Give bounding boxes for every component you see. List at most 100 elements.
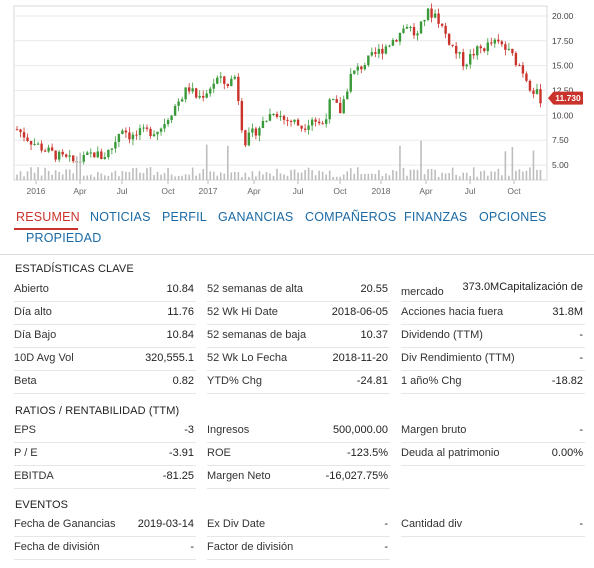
candle-body xyxy=(240,101,244,131)
candle-body xyxy=(426,8,430,21)
candle-body xyxy=(261,120,265,129)
candle-body xyxy=(454,45,458,54)
volume-bar xyxy=(58,172,60,180)
volume-bar xyxy=(434,169,436,180)
volume-bar xyxy=(342,174,345,180)
volume-bar xyxy=(318,170,320,180)
candle-body xyxy=(521,65,525,74)
volume-bar xyxy=(202,169,205,180)
volume-bar xyxy=(227,145,229,180)
x-tick-label: Apr xyxy=(419,186,432,196)
volume-bar xyxy=(33,172,36,180)
candle-body xyxy=(114,141,117,149)
volume-bar xyxy=(314,175,317,180)
ratio-row: EBITDA -81.25 xyxy=(14,466,196,489)
plot-area xyxy=(13,5,548,181)
price-chart[interactable]: 20.00 17.50 15.00 12.50 10.00 7.50 5.00 2016 Apr… xyxy=(0,0,594,200)
candle-body xyxy=(324,119,328,124)
volume-bar xyxy=(118,176,120,180)
volume-bar xyxy=(89,174,92,180)
event-label: Ex Div Date xyxy=(207,518,266,530)
volume-bar xyxy=(395,171,398,180)
volume-bar xyxy=(19,171,22,180)
stat-value: 10.84 xyxy=(166,329,194,341)
volume-bar xyxy=(230,172,233,180)
volume-bar xyxy=(111,172,113,180)
candle-body xyxy=(254,128,258,136)
candle-body xyxy=(107,149,110,158)
volume-bar xyxy=(479,171,482,180)
volume-bar xyxy=(430,168,433,180)
volume-bar xyxy=(335,176,338,180)
volume-bar xyxy=(388,175,391,180)
candle-body xyxy=(398,32,402,42)
volume-bar xyxy=(163,173,166,180)
x-tick-label: Oct xyxy=(507,186,521,196)
volume-bar xyxy=(413,169,415,180)
candle-body xyxy=(244,130,247,146)
volume-bar xyxy=(128,172,131,180)
candle-body xyxy=(61,151,64,155)
ratio-label: Deuda al patrimonio xyxy=(401,447,500,459)
volume-bar xyxy=(167,168,169,180)
candle-body xyxy=(430,8,433,18)
event-label: Cantidad div xyxy=(401,518,463,530)
stat-label: 52 Wk Lo Fecha xyxy=(207,352,288,364)
candle-body xyxy=(472,54,475,56)
volume-bar xyxy=(47,170,50,180)
stat-row: 52 Wk Lo Fecha 2018-11-20 xyxy=(207,348,390,371)
candle-body xyxy=(50,147,54,151)
stat-value: 2018-11-20 xyxy=(332,352,388,364)
candle-body xyxy=(251,128,254,133)
candle-body xyxy=(247,132,251,146)
volume-bar xyxy=(321,171,324,180)
stat-label: 52 semanas de alta xyxy=(207,283,304,295)
candle-body xyxy=(374,52,377,54)
volume-bar xyxy=(300,172,303,180)
tab-companeros[interactable]: COMPAÑEROS xyxy=(305,210,397,224)
tab-ganancias[interactable]: GANANCIAS xyxy=(218,210,294,224)
tab-opciones[interactable]: OPCIONES xyxy=(479,210,547,224)
volume-bar xyxy=(441,172,443,180)
ratio-label: EBITDA xyxy=(14,470,54,482)
candle-body xyxy=(47,147,50,152)
tab-finanzas[interactable]: FINANZAS xyxy=(404,210,468,224)
stat-label: Acciones hacia fuera xyxy=(401,306,504,318)
stat-label: Día alto xyxy=(14,306,52,318)
tab-noticias[interactable]: NOTICIAS xyxy=(90,210,151,224)
volume-bar xyxy=(51,174,53,180)
volume-bar xyxy=(156,171,159,180)
candle-body xyxy=(219,76,222,78)
volume-bar xyxy=(26,171,29,180)
volume-bar xyxy=(381,175,384,180)
tab-resumen[interactable]: RESUMEN xyxy=(16,210,80,224)
ratio-row: P / E -3.91 xyxy=(14,443,196,466)
candle-body xyxy=(82,154,85,162)
candle-body xyxy=(518,65,521,67)
volume-bar xyxy=(501,175,503,180)
candle-body xyxy=(293,119,296,122)
candle-body xyxy=(184,87,187,100)
volume-bar xyxy=(125,171,127,180)
candle-body xyxy=(384,46,388,54)
candle-body xyxy=(166,120,170,125)
stat-value: 373.0MCapitalización de xyxy=(462,281,583,293)
tab-perfil[interactable]: PERFIL xyxy=(162,210,207,224)
candle-body xyxy=(191,88,194,92)
candle-body xyxy=(194,88,198,98)
volume-bar xyxy=(139,172,141,180)
volume-bar xyxy=(304,169,306,180)
candle-body xyxy=(346,91,349,100)
volume-bar xyxy=(346,171,349,180)
volume-bar xyxy=(216,175,219,180)
volume-bar xyxy=(177,175,180,180)
candle-body xyxy=(465,64,468,67)
volume-bar xyxy=(462,172,464,180)
ratio-row: Margen Neto -16,027.75% xyxy=(207,466,390,489)
stat-row: Div Rendimiento (TTM) - xyxy=(401,348,585,371)
stat-row: Dividendo (TTM) - xyxy=(401,325,585,348)
tab-propiedad[interactable]: PROPIEDAD xyxy=(26,231,102,245)
volume-bar xyxy=(54,170,57,180)
volume-bar xyxy=(325,174,327,180)
candle-body xyxy=(388,45,391,47)
